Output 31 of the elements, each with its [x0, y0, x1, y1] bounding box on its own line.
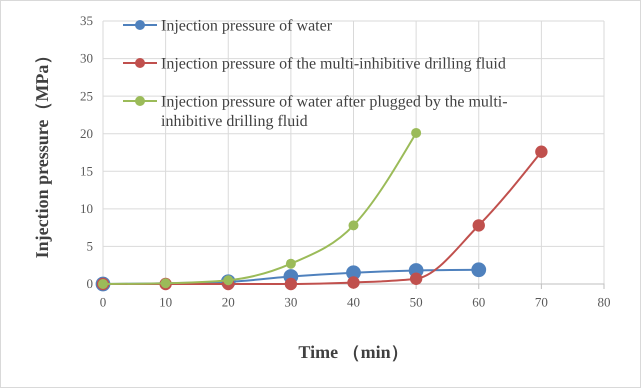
legend-label: Injection pressure of water: [161, 18, 333, 35]
point: [472, 219, 485, 232]
y-tick-label: 20: [80, 126, 93, 141]
point: [286, 258, 296, 269]
x-tick-label: 80: [598, 294, 610, 310]
y-tick-label: 30: [80, 50, 93, 66]
point: [347, 276, 360, 289]
x-tick-label: 40: [347, 294, 360, 310]
x-tick-label: 30: [284, 294, 298, 310]
y-tick-label: 35: [80, 13, 93, 28]
y-tick-label: 0: [86, 276, 93, 292]
legend-label: Injection pressure of the multi-inhibitive drilling fluid: [161, 56, 506, 73]
x-tick-label: 60: [472, 294, 486, 310]
x-tick-label: 70: [534, 294, 548, 310]
point: [410, 272, 422, 285]
y-tick-label: 10: [80, 201, 93, 216]
point: [471, 262, 486, 278]
y-axis-title: Injection pressure（MPa）: [32, 46, 52, 258]
y-tick-label: 5: [86, 238, 93, 254]
y-tick-label: 25: [80, 88, 93, 104]
point: [411, 128, 422, 138]
point: [535, 146, 548, 158]
legend-label: Injection pressure of water after plugged by the multi-inhibitive drilling fluid: [161, 94, 508, 130]
x-tick-label: 20: [222, 294, 235, 310]
point: [348, 220, 358, 230]
point: [284, 278, 298, 290]
x-tick-label: 50: [410, 294, 423, 310]
x-tick-label: 0: [100, 294, 106, 310]
x-tick-label: 10: [159, 294, 172, 310]
x-axis-title: Time （min）: [298, 342, 409, 362]
y-tick-label: 15: [80, 163, 93, 178]
